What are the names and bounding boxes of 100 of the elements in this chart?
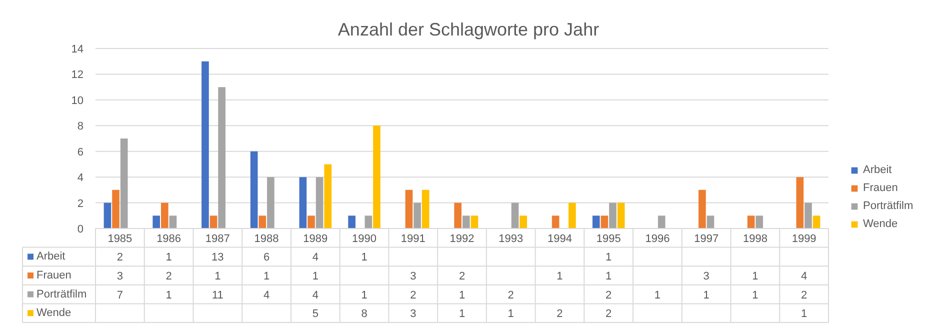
bar <box>552 216 560 228</box>
y-tick-label: 0 <box>77 224 84 236</box>
bar <box>600 216 608 228</box>
y-tick-label: 4 <box>77 172 84 184</box>
data-label: 6 <box>263 252 270 264</box>
data-label: 1 <box>606 270 612 282</box>
x-tick-label: 1986 <box>156 232 182 245</box>
bar <box>747 216 755 228</box>
text: Porträtfilm <box>36 288 87 300</box>
data-label: 1 <box>508 308 514 320</box>
bar <box>617 202 625 228</box>
data-label: 1 <box>214 270 221 282</box>
x-tick-label: 1998 <box>742 232 768 245</box>
data-label: 1 <box>361 252 368 264</box>
data-label: 3 <box>410 270 416 282</box>
y-tick-label: 2 <box>77 198 84 210</box>
legend-label: Arbeit <box>36 250 66 263</box>
bar <box>120 138 128 228</box>
data-label: 2 <box>606 308 612 320</box>
data-label: 3 <box>410 308 416 320</box>
data-label: 3 <box>703 270 710 282</box>
bar <box>520 216 527 228</box>
x-tick-label: 1997 <box>694 232 719 245</box>
bar <box>152 216 160 228</box>
y-tick-label: 6 <box>77 146 84 158</box>
data-label: 1 <box>752 270 758 282</box>
x-tick-label: 1993 <box>498 232 524 245</box>
data-label: 3 <box>116 270 123 282</box>
y-tick-label: 12 <box>71 69 84 82</box>
data-label: 13 <box>212 252 224 264</box>
data-label: 4 <box>801 270 808 282</box>
bar <box>414 202 421 228</box>
bar <box>462 216 470 228</box>
x-tick-label: 1985 <box>108 232 132 245</box>
bar <box>250 151 258 228</box>
data-label: 1 <box>703 289 710 302</box>
bar <box>422 190 430 228</box>
data-label: 1 <box>361 289 368 302</box>
bar <box>210 216 218 228</box>
bar <box>592 216 600 228</box>
bar <box>698 190 706 228</box>
bar <box>511 202 519 228</box>
data-label: 1 <box>606 252 612 264</box>
bar <box>258 216 266 228</box>
bar <box>812 216 820 228</box>
bar <box>454 202 462 228</box>
data-label: 2 <box>410 289 416 302</box>
data-label: 2 <box>458 270 466 282</box>
data-label: 1 <box>752 289 758 302</box>
bar <box>218 87 226 228</box>
data-label: 1 <box>312 270 318 282</box>
legend-label: Frauen <box>36 270 72 282</box>
legend-label: Wende <box>863 218 898 230</box>
y-tick-label: 10 <box>71 94 84 107</box>
data-label: 2 <box>166 270 172 282</box>
bar <box>804 202 812 228</box>
x-tick-label: 1996 <box>645 232 670 245</box>
text: Wende <box>36 307 72 320</box>
y-tick-label: 8 <box>77 120 84 133</box>
data-label: 2 <box>116 252 123 264</box>
data-label: 4 <box>312 289 318 302</box>
bar <box>756 216 764 228</box>
data-label: 1 <box>166 252 172 264</box>
data-label: 1 <box>458 308 466 320</box>
data-label: 8 <box>361 308 368 320</box>
bar <box>267 177 274 228</box>
bar <box>169 216 177 228</box>
x-tick-label: 1994 <box>548 232 572 245</box>
x-tick-label: 1992 <box>450 232 474 245</box>
bar <box>609 202 616 228</box>
bar <box>202 61 209 228</box>
data-label: 1 <box>263 270 270 282</box>
data-label: 2 <box>508 289 514 302</box>
x-tick-label: 1999 <box>792 232 816 245</box>
bar <box>373 126 380 228</box>
data-label: 2 <box>556 308 563 320</box>
bar <box>796 177 804 228</box>
bar <box>160 202 168 228</box>
x-tick-label: 1989 <box>303 232 328 245</box>
data-label: 11 <box>212 289 224 302</box>
bar <box>104 202 112 228</box>
data-label: 7 <box>116 289 123 302</box>
y-tick-label: 14 <box>71 44 84 56</box>
bar <box>658 216 666 228</box>
data-label: 5 <box>312 308 318 320</box>
bar <box>324 164 332 228</box>
bar <box>470 216 478 228</box>
bar <box>348 216 356 228</box>
x-tick-label: 1990 <box>352 232 377 245</box>
data-label: 4 <box>312 252 318 264</box>
bar <box>112 190 120 228</box>
x-tick-label: 1987 <box>205 232 230 245</box>
bar <box>299 177 307 228</box>
data-label: 2 <box>801 289 808 302</box>
bar <box>308 216 315 228</box>
data-label: 1 <box>654 289 661 302</box>
data-label: 1 <box>801 308 808 320</box>
data-label: 4 <box>263 289 270 302</box>
bar <box>405 190 413 228</box>
x-tick-label: 1988 <box>254 232 279 245</box>
